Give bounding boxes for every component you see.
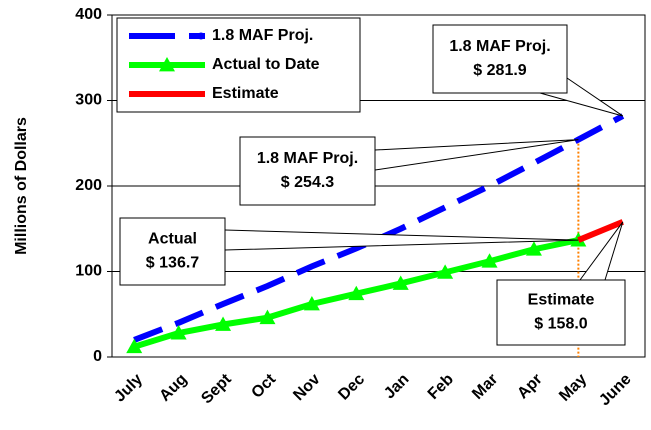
marker: [348, 285, 365, 301]
marker: [126, 338, 143, 354]
marker: [215, 316, 232, 331]
x-tick-label: Sept: [198, 370, 235, 407]
marker: [525, 241, 542, 256]
x-tick-label: Feb: [425, 371, 457, 403]
y-tick-label: 100: [75, 263, 102, 280]
y-tick-label: 0: [93, 348, 102, 365]
callout-pointer: [579, 221, 624, 281]
callout-box: [119, 217, 226, 286]
plot-border: [111, 14, 646, 358]
callout-text: Actual: [148, 231, 197, 248]
marker: [392, 275, 409, 290]
y-tick-label: 300: [75, 92, 102, 109]
legend-label: 1.8 MAF Proj.: [212, 27, 313, 44]
marker: [303, 295, 320, 311]
callout-text: $ 254.3: [281, 174, 334, 191]
x-tick-label: Jan: [381, 371, 413, 403]
y-tick-label: 400: [75, 6, 102, 23]
callout-pointer: [374, 139, 579, 171]
callout-text: $ 158.0: [534, 316, 587, 333]
legend-swatch: [159, 57, 175, 72]
x-tick-label: Apr: [514, 371, 546, 403]
legend-label: Actual to Date: [212, 56, 320, 73]
x-tick-label: May: [556, 371, 590, 405]
y-tick-label: 200: [75, 177, 102, 194]
callout-box: [496, 279, 626, 346]
x-tick-label: June: [596, 371, 635, 410]
marker: [170, 325, 187, 340]
x-tick-label: Aug: [156, 371, 190, 405]
callout-pointer: [224, 229, 579, 251]
callout-box: [239, 136, 376, 206]
x-tick-label: Oct: [248, 370, 279, 401]
marker: [259, 309, 276, 325]
x-tick-label: Dec: [335, 371, 368, 404]
series-line: [577, 219, 624, 243]
callout-box: [432, 24, 568, 94]
callout-text: 1.8 MAF Proj.: [257, 150, 358, 167]
y-axis-label: Millions of Dollars: [13, 117, 30, 255]
callout-text: $ 136.7: [146, 255, 199, 272]
callout-text: $ 281.9: [473, 62, 526, 79]
x-tick-label: Nov: [290, 371, 323, 404]
callout-text: Estimate: [528, 292, 595, 309]
x-tick-label: Mar: [469, 371, 501, 403]
marker: [481, 253, 498, 268]
x-tick-label: July: [111, 371, 146, 406]
callout-text: 1.8 MAF Proj.: [449, 38, 550, 55]
legend-swatch: [197, 32, 205, 40]
legend-label: Estimate: [212, 85, 279, 102]
marker: [437, 264, 454, 279]
